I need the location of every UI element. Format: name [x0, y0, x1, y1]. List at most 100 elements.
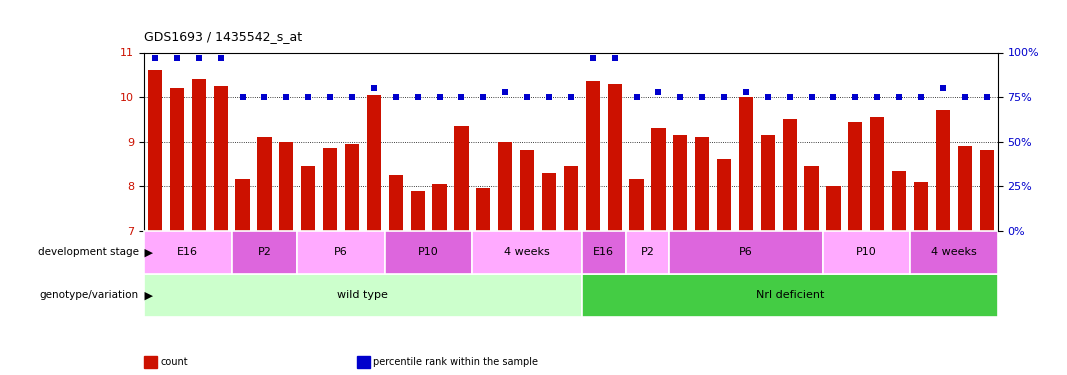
Point	[365, 85, 382, 91]
Bar	[826, 186, 841, 231]
Bar	[910, 231, 998, 274]
Point	[409, 94, 426, 100]
Point	[585, 55, 602, 61]
Text: E16: E16	[177, 247, 198, 257]
Bar	[144, 274, 582, 317]
Bar	[848, 122, 862, 231]
Point	[825, 94, 842, 100]
Bar	[432, 184, 447, 231]
Text: percentile rank within the sample: percentile rank within the sample	[373, 357, 539, 367]
Point	[694, 94, 711, 100]
Bar	[914, 182, 928, 231]
Point	[737, 88, 754, 94]
Text: development stage: development stage	[37, 247, 139, 257]
Bar	[669, 231, 823, 274]
Bar	[345, 144, 360, 231]
Point	[628, 94, 646, 100]
Text: ▶: ▶	[141, 247, 153, 257]
Point	[431, 94, 448, 100]
Text: P2: P2	[257, 247, 271, 257]
Bar	[582, 231, 625, 274]
Point	[256, 94, 273, 100]
Bar	[280, 142, 293, 231]
Point	[387, 94, 404, 100]
Text: P2: P2	[640, 247, 654, 257]
Point	[169, 55, 186, 61]
Bar	[301, 166, 316, 231]
Bar	[148, 70, 162, 231]
Bar	[607, 84, 622, 231]
Point	[212, 55, 229, 61]
Point	[781, 94, 798, 100]
Point	[847, 94, 864, 100]
Bar	[298, 231, 385, 274]
Bar	[782, 119, 797, 231]
Bar	[411, 190, 425, 231]
Point	[606, 55, 623, 61]
Bar	[385, 231, 473, 274]
Bar	[455, 126, 468, 231]
Point	[562, 94, 579, 100]
Point	[300, 94, 317, 100]
Point	[912, 94, 929, 100]
Bar	[520, 150, 535, 231]
Bar	[144, 231, 232, 274]
Bar	[323, 148, 337, 231]
Text: genotype/variation: genotype/variation	[39, 290, 139, 300]
Point	[760, 94, 777, 100]
Point	[190, 55, 207, 61]
Text: Nrl deficient: Nrl deficient	[755, 290, 824, 300]
Text: GDS1693 / 1435542_s_at: GDS1693 / 1435542_s_at	[144, 30, 302, 43]
Point	[803, 94, 821, 100]
Bar	[582, 274, 998, 317]
Text: E16: E16	[593, 247, 615, 257]
Bar	[958, 146, 972, 231]
Text: P10: P10	[418, 247, 439, 257]
Text: P6: P6	[739, 247, 753, 257]
Point	[540, 94, 557, 100]
Bar	[871, 117, 885, 231]
Text: wild type: wild type	[337, 290, 388, 300]
Bar	[761, 135, 775, 231]
Text: 4 weeks: 4 weeks	[505, 247, 550, 257]
Bar	[717, 159, 731, 231]
Text: 4 weeks: 4 weeks	[931, 247, 976, 257]
Bar	[473, 231, 582, 274]
Point	[277, 94, 294, 100]
Text: count: count	[160, 357, 188, 367]
Point	[519, 94, 536, 100]
Bar	[673, 135, 687, 231]
Bar	[738, 97, 753, 231]
Bar	[192, 79, 206, 231]
Bar	[170, 88, 184, 231]
Bar	[476, 188, 491, 231]
Text: P6: P6	[334, 247, 348, 257]
Bar	[388, 175, 403, 231]
Point	[978, 94, 996, 100]
Point	[344, 94, 361, 100]
Bar	[695, 137, 710, 231]
Bar	[213, 86, 227, 231]
Bar	[563, 166, 578, 231]
Bar	[651, 128, 666, 231]
Point	[496, 88, 513, 94]
Point	[891, 94, 908, 100]
Point	[869, 94, 886, 100]
Bar	[823, 231, 910, 274]
Point	[321, 94, 338, 100]
Bar	[236, 179, 250, 231]
Bar	[625, 231, 669, 274]
Text: P10: P10	[856, 247, 877, 257]
Point	[650, 88, 667, 94]
Bar	[498, 142, 512, 231]
Bar	[892, 171, 906, 231]
Bar	[232, 231, 298, 274]
Bar	[936, 110, 950, 231]
Bar	[586, 81, 600, 231]
Point	[234, 94, 251, 100]
Bar	[367, 95, 381, 231]
Bar	[630, 179, 643, 231]
Text: ▶: ▶	[141, 290, 153, 300]
Point	[452, 94, 469, 100]
Bar	[980, 150, 993, 231]
